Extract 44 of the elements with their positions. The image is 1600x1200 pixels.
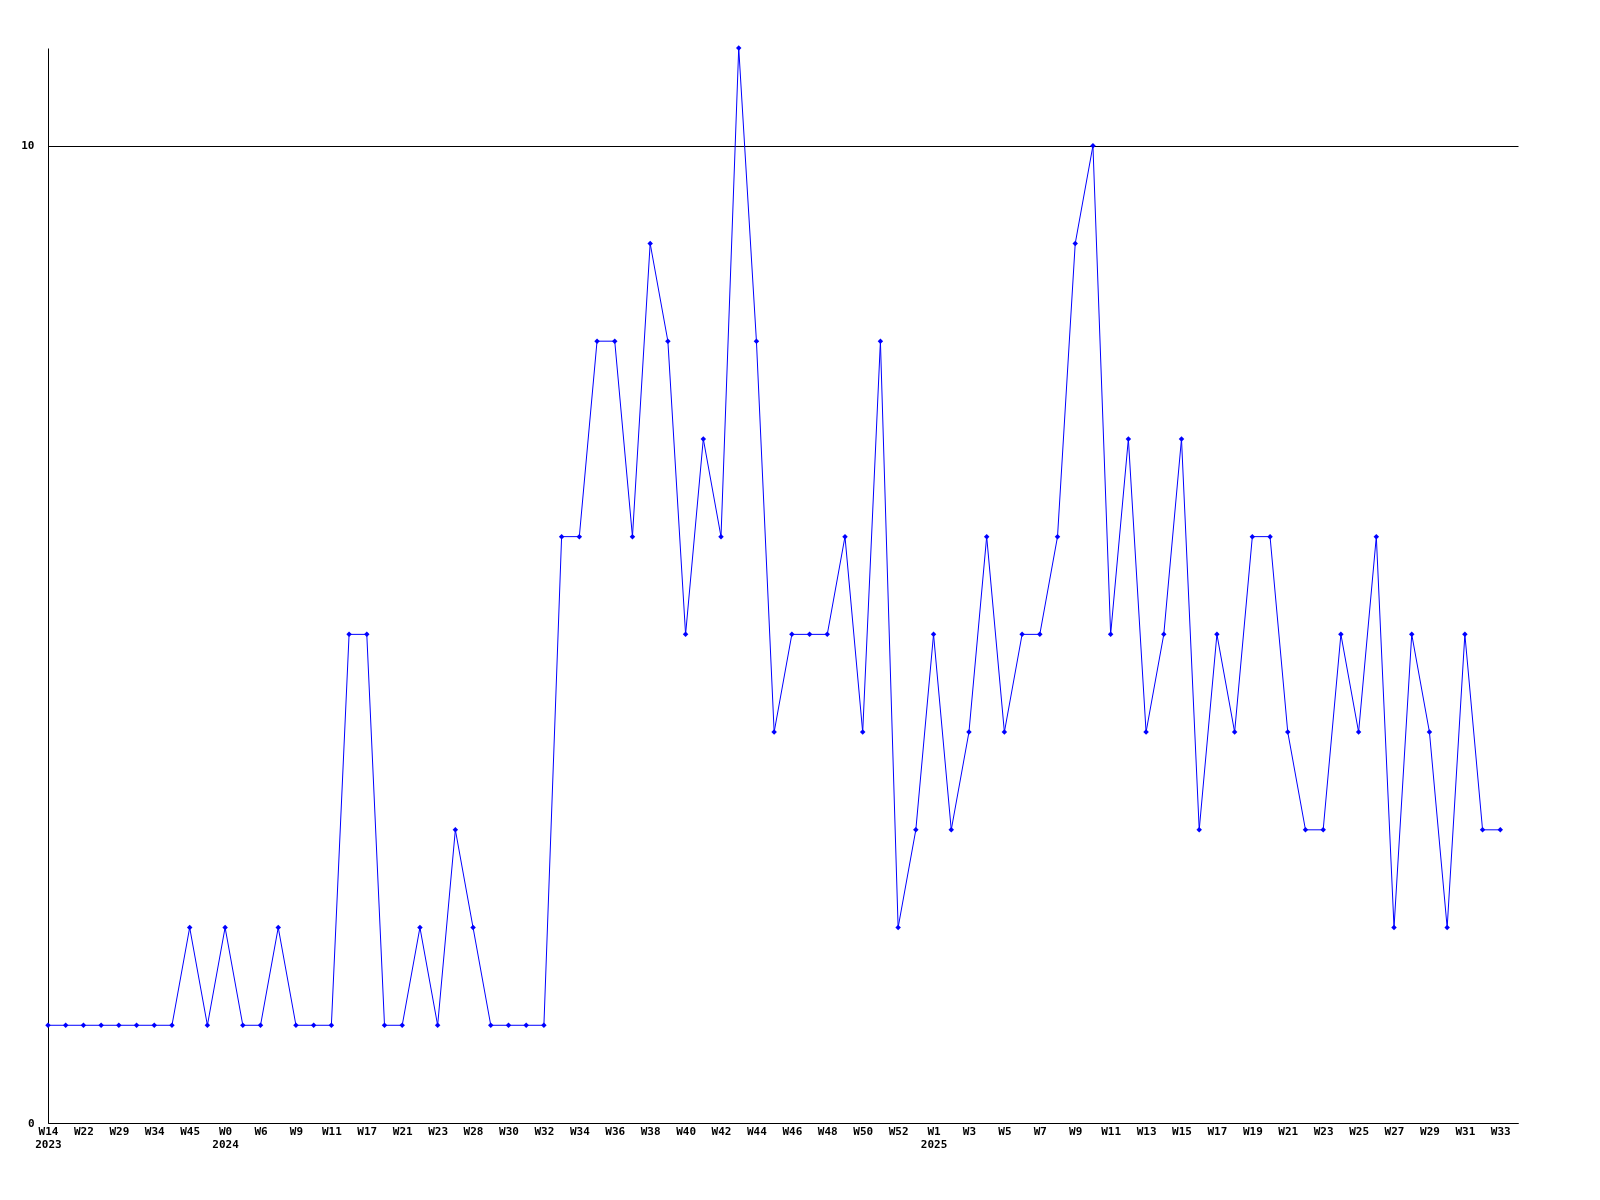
y-tick-label: 0 — [27, 1116, 35, 1130]
x-tick-label: W32 — [534, 1124, 555, 1138]
x-tick-label: W28 — [463, 1124, 484, 1138]
x-tick-label: W36 — [605, 1124, 626, 1138]
x-tick-label: W40 — [676, 1124, 697, 1138]
x-tick-label: W34 — [569, 1124, 591, 1138]
x-tick-label: W33 — [1490, 1124, 1511, 1138]
x-tick-label: W50 — [853, 1124, 874, 1138]
x-tick-label: W27 — [1384, 1124, 1405, 1138]
x-tick-label: W17 — [1207, 1124, 1228, 1138]
x-tick-label: W22 — [73, 1124, 94, 1138]
x-tick-label: W0 2024 — [212, 1124, 240, 1151]
x-tick-label: W15 — [1172, 1124, 1192, 1138]
x-tick-label: W9 — [289, 1124, 304, 1138]
x-tick-label: W44 — [747, 1124, 768, 1138]
x-tick-label: W42 — [711, 1124, 732, 1138]
x-tick-label: W6 — [254, 1124, 269, 1138]
x-tick-label: W17 — [357, 1124, 378, 1138]
x-tick-label: W11 — [1101, 1124, 1122, 1138]
x-tick-label: W11 — [321, 1124, 343, 1138]
x-tick-label: W45 — [180, 1124, 201, 1138]
x-tick-label: W23 — [428, 1124, 449, 1138]
x-tick-label: W21 — [392, 1124, 414, 1138]
x-tick-label: W34 — [144, 1124, 166, 1138]
x-tick-label: W14 2023 — [35, 1124, 62, 1151]
x-tick-label: W25 — [1349, 1124, 1370, 1138]
x-tick-label: W1 2025 — [920, 1124, 948, 1151]
x-tick-label: W3 — [962, 1124, 977, 1138]
x-tick-label: W9 — [1069, 1124, 1083, 1138]
x-tick-label: W23 — [1313, 1124, 1334, 1138]
x-tick-label: W46 — [782, 1124, 803, 1138]
x-tick-label: W5 — [998, 1124, 1012, 1138]
x-tick-label: W31 — [1455, 1124, 1476, 1138]
x-tick-label: W52 — [888, 1124, 909, 1138]
x-tick-label: W48 — [817, 1124, 838, 1138]
y-tick-label: 10 — [21, 139, 35, 153]
x-tick-label: W29 — [109, 1124, 130, 1138]
x-tick-label: W29 — [1420, 1124, 1440, 1138]
x-tick-label: W19 — [1242, 1124, 1263, 1138]
x-tick-label: W13 — [1136, 1124, 1157, 1138]
x-tick-label: W7 — [1033, 1124, 1047, 1138]
x-tick-label: W30 — [499, 1124, 519, 1138]
x-tick-label: W21 — [1278, 1124, 1299, 1138]
x-tick-label: W38 — [640, 1124, 661, 1138]
